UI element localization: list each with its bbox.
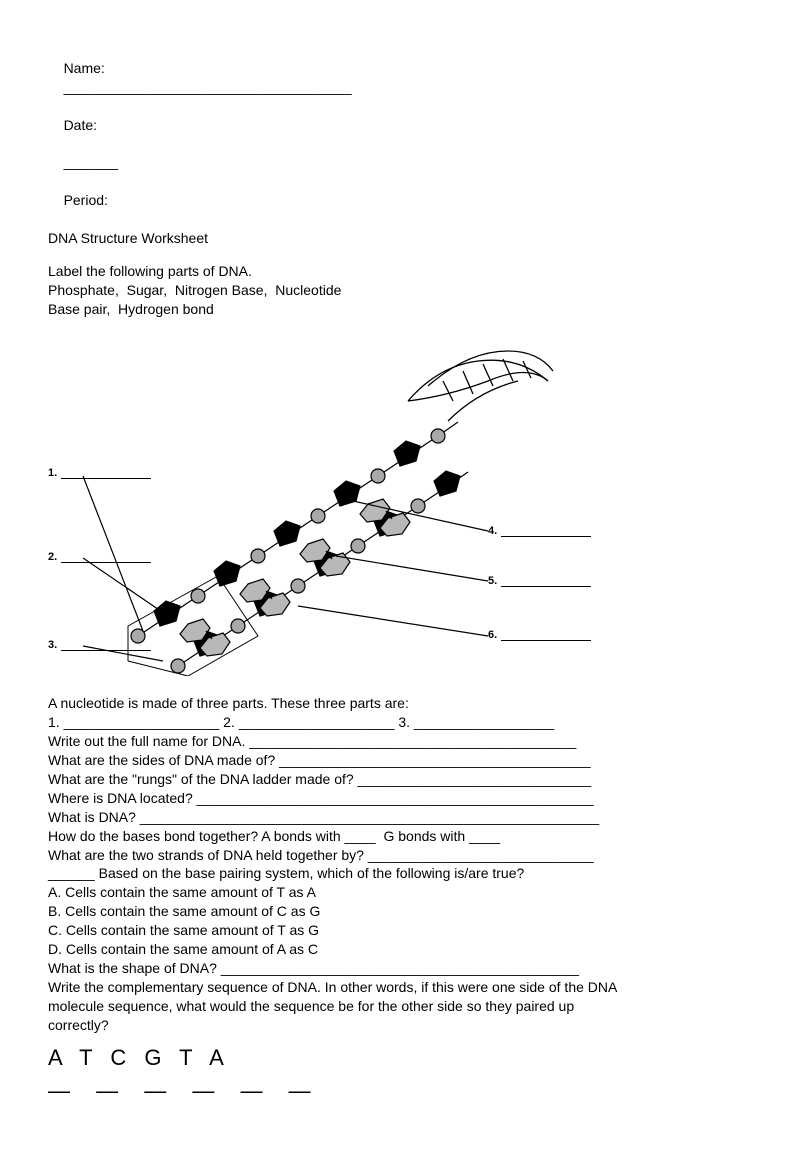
question-text: molecule sequence, what would the sequen… — [48, 997, 743, 1016]
dna-diagram-svg — [48, 326, 608, 676]
question-text[interactable]: ______ Based on the base pairing system,… — [48, 864, 743, 883]
date-blank[interactable]: _______ — [64, 154, 119, 170]
question-blank-line[interactable]: Write out the full name for DNA. _______… — [48, 732, 743, 751]
question-blank-line[interactable]: What are the "rungs" of the DNA ladder m… — [48, 770, 743, 789]
question-text: Write the complementary sequence of DNA.… — [48, 978, 743, 997]
instruction-line: Label the following parts of DNA. — [48, 262, 743, 281]
instruction-line: Phosphate, Sugar, Nitrogen Base, Nucleot… — [48, 281, 743, 300]
question-blank-line[interactable]: What is DNA? ___________________________… — [48, 808, 743, 827]
instructions: Label the following parts of DNA. Phosph… — [48, 262, 743, 319]
label-number: 6. — [488, 628, 497, 643]
worksheet-header: Name: __________________________________… — [48, 40, 743, 248]
period-label: Period: — [64, 192, 108, 208]
mc-option: B. Cells contain the same amount of C as… — [48, 902, 743, 921]
diagram-label-2[interactable]: 2. — [48, 550, 151, 565]
mc-option: A. Cells contain the same amount of T as… — [48, 883, 743, 902]
diagram-label-1[interactable]: 1. — [48, 466, 151, 481]
label-number: 5. — [488, 574, 497, 589]
question-blank-line[interactable]: What are the sides of DNA made of? _____… — [48, 751, 743, 770]
question-blank-line[interactable]: 1. ____________________ 2. _____________… — [48, 713, 743, 732]
date-label: Date: — [64, 117, 97, 133]
diagram-label-3[interactable]: 3. — [48, 638, 151, 653]
label-number: 1. — [48, 466, 57, 481]
diagram-label-6[interactable]: 6. — [488, 628, 591, 643]
question-blank-line[interactable]: What are the two strands of DNA held tog… — [48, 846, 743, 865]
question-blank-line[interactable]: How do the bases bond together? A bonds … — [48, 827, 743, 846]
label-number: 3. — [48, 638, 57, 653]
question-blank-line[interactable]: Where is DNA located? __________________… — [48, 789, 743, 808]
diagram-label-4[interactable]: 4. — [488, 524, 591, 539]
name-blank[interactable]: _____________________________________ — [64, 79, 352, 95]
questions-block: A nucleotide is made of three parts. The… — [48, 694, 743, 1105]
name-label: Name: — [64, 60, 105, 76]
answer-dashes[interactable]: ― ― ― ― ― ― — [48, 1076, 743, 1106]
mc-option: C. Cells contain the same amount of T as… — [48, 921, 743, 940]
mc-option: D. Cells contain the same amount of A as… — [48, 940, 743, 959]
dna-diagram: 1. 2. 3. 4. 5. 6. — [48, 326, 608, 676]
worksheet-title: DNA Structure Worksheet — [48, 229, 743, 248]
dna-sequence: A T C G T A — [48, 1043, 743, 1073]
question-text: A nucleotide is made of three parts. The… — [48, 694, 743, 713]
question-blank-line[interactable]: What is the shape of DNA? ______________… — [48, 959, 743, 978]
diagram-label-5[interactable]: 5. — [488, 574, 591, 589]
label-number: 4. — [488, 524, 497, 539]
instruction-line: Base pair, Hydrogen bond — [48, 300, 743, 319]
question-text: correctly? — [48, 1016, 743, 1035]
label-number: 2. — [48, 550, 57, 565]
